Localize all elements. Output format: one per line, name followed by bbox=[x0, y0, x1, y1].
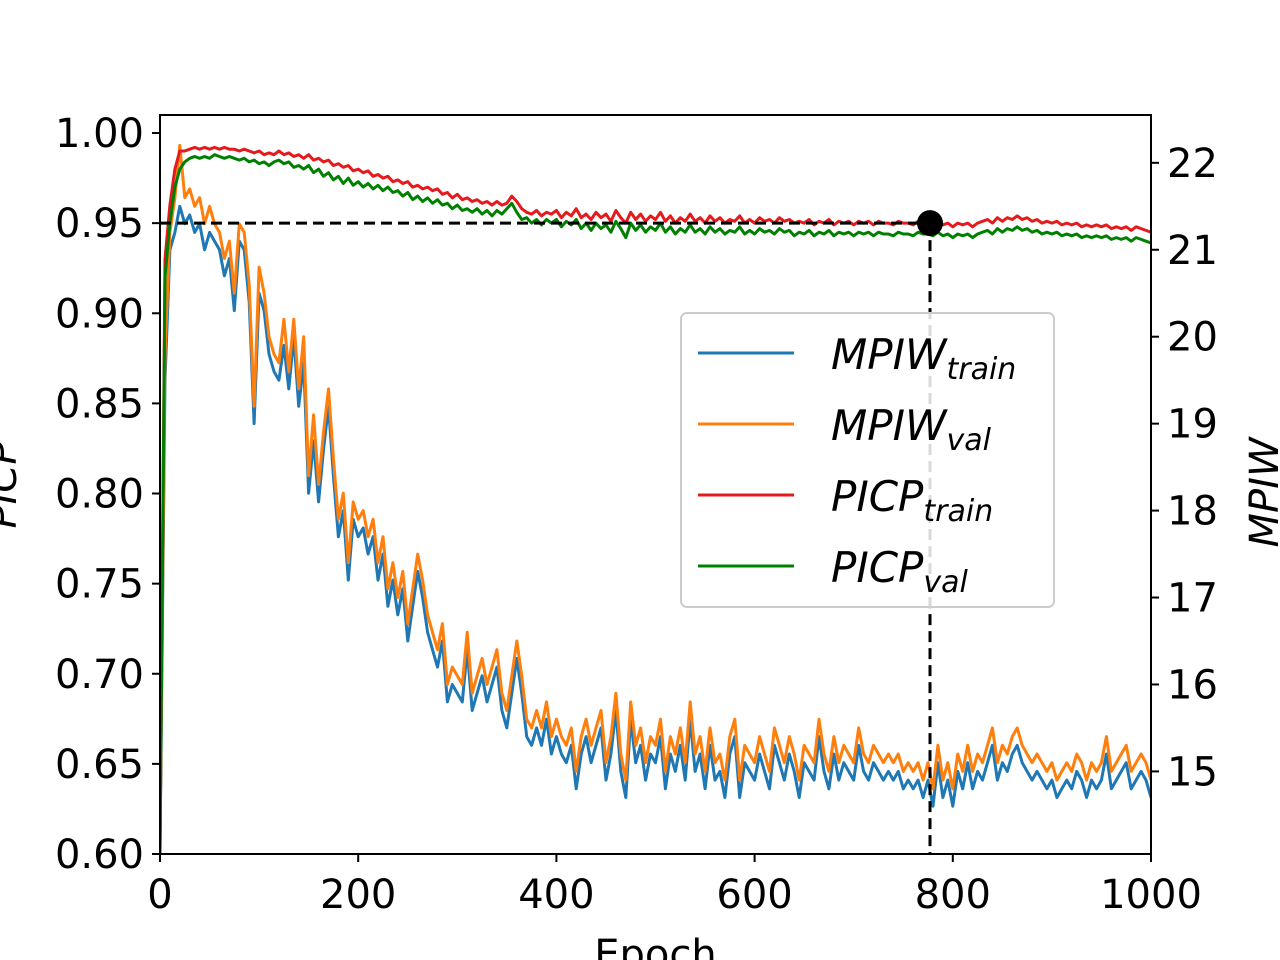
y-right-tick-label: 19 bbox=[1167, 402, 1218, 448]
y-left-tick-label: 0.75 bbox=[55, 562, 144, 608]
legend-label-main: MPIW bbox=[831, 401, 948, 450]
legend-label-picp-val: PICPval bbox=[831, 543, 969, 600]
series-line-picp-val bbox=[160, 153, 1151, 854]
y-left-tick-label: 0.85 bbox=[55, 381, 144, 427]
y-left-tick-label: 0.60 bbox=[55, 832, 144, 878]
legend-box bbox=[680, 312, 1055, 608]
legend-label-subscript: val bbox=[923, 565, 968, 600]
legend-label-mpiw-val: MPIWval bbox=[831, 401, 992, 458]
y-right-tick-label: 15 bbox=[1167, 749, 1218, 795]
legend-label-subscript: train bbox=[923, 494, 993, 529]
x-tick-label: 0 bbox=[147, 872, 172, 918]
legend-label-subscript: val bbox=[946, 423, 991, 458]
legend-label-subscript: train bbox=[946, 352, 1016, 387]
y-left-tick-label: 0.70 bbox=[55, 652, 144, 698]
x-tick-label: 1000 bbox=[1100, 872, 1202, 918]
series-line-mpiw-train bbox=[160, 204, 1151, 850]
legend-label-main: PICP bbox=[831, 543, 924, 592]
x-tick-label: 600 bbox=[716, 872, 792, 918]
series-layer bbox=[160, 143, 1151, 854]
y-left-tick-label: 0.95 bbox=[55, 201, 144, 247]
x-tick-label: 400 bbox=[518, 872, 594, 918]
y-left-tick-label: 0.80 bbox=[55, 472, 144, 518]
legend-label-main: PICP bbox=[831, 472, 924, 521]
y-right-tick-label: 16 bbox=[1167, 662, 1218, 708]
series-line-mpiw-val bbox=[160, 143, 1151, 842]
y-right-tick-label: 20 bbox=[1167, 315, 1218, 361]
plot-frame bbox=[159, 114, 1152, 855]
legend-label-main: MPIW bbox=[831, 330, 948, 379]
x-tick-label: 800 bbox=[915, 872, 991, 918]
y-right-tick-label: 18 bbox=[1167, 489, 1218, 535]
y-left-tick-label: 0.65 bbox=[55, 742, 144, 788]
selected-point-marker bbox=[917, 210, 944, 237]
x-tick-label: 200 bbox=[320, 872, 396, 918]
x-axis-label: Epoch bbox=[594, 932, 716, 960]
y-right-tick-label: 17 bbox=[1167, 576, 1218, 622]
legend-label-picp-train: PICPtrain bbox=[831, 472, 993, 529]
tick-labels: 0 200 400 600 800 1000 0.60 0.65 0.70 0.75 0.80 0.8… bbox=[0, 111, 1280, 960]
series-line-picp-train bbox=[160, 145, 1151, 854]
y-right-axis-label: MPIW bbox=[1242, 436, 1280, 547]
axes bbox=[152, 114, 1159, 862]
y-left-axis-label: PICP bbox=[0, 440, 26, 529]
y-right-tick-label: 22 bbox=[1167, 141, 1218, 187]
legend-label-mpiw-train: MPIWtrain bbox=[831, 330, 1016, 387]
y-right-tick-label: 21 bbox=[1167, 228, 1218, 274]
y-left-tick-label: 1.00 bbox=[55, 111, 144, 157]
y-left-tick-label: 0.90 bbox=[55, 291, 144, 337]
